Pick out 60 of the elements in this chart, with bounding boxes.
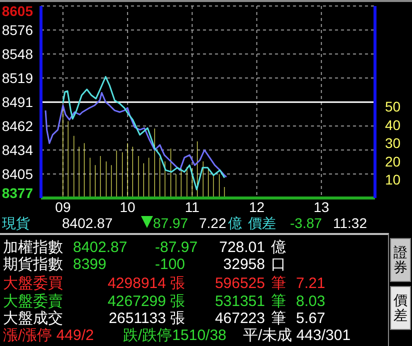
- text: 531351: [214, 293, 265, 310]
- text: 價差: [248, 215, 276, 232]
- text: 張: [170, 293, 185, 310]
- text: 大盤委買: [3, 275, 63, 292]
- x-tick-label: 10: [120, 198, 136, 215]
- y-tick-label: 8605: [2, 3, 34, 19]
- x-tick-label: 09: [55, 198, 71, 215]
- y-tick-label: 8548: [2, 46, 34, 62]
- text: 現貨: [2, 215, 30, 232]
- text: 期貨指數: [3, 256, 63, 273]
- y-tick-label: 8519: [2, 70, 34, 86]
- y2-tick-label: 50: [385, 98, 401, 115]
- text: 32958: [223, 256, 265, 273]
- text: -3.87: [290, 215, 322, 232]
- text: 價差: [393, 292, 408, 323]
- y2-tick-label: 40: [385, 116, 401, 133]
- text: 漲/漲停 449/2: [3, 327, 94, 344]
- text: 87.97: [153, 215, 188, 232]
- text: 4267299: [108, 293, 166, 310]
- text: 4298914: [108, 275, 166, 292]
- text: 張: [170, 275, 185, 292]
- text: 平/未成 443/301: [243, 327, 351, 344]
- text: 張: [170, 310, 185, 327]
- text: 596525: [214, 275, 265, 292]
- text: -100: [155, 256, 186, 273]
- text: 大盤成交: [3, 310, 63, 327]
- x-tick-label: 11: [184, 198, 200, 215]
- text: 口: [271, 256, 286, 273]
- text: 億: [271, 239, 286, 256]
- text: 8.03: [296, 293, 326, 310]
- text: 證券: [393, 244, 408, 275]
- y-tick-label: 8462: [2, 118, 34, 134]
- text: 7.21: [296, 275, 326, 292]
- y2-tick-label: 30: [385, 135, 401, 152]
- text: 加權指數: [3, 239, 63, 256]
- y-tick-label: 8377: [2, 185, 34, 201]
- text: 筆: [271, 275, 286, 292]
- text: 11:32: [333, 215, 367, 232]
- text: 8399: [73, 256, 106, 273]
- text: 8402.87: [62, 215, 113, 232]
- y-tick-label: 8434: [2, 142, 34, 158]
- text: 跌/跌停1510/38: [123, 327, 226, 344]
- text: 728.01: [219, 239, 265, 256]
- text: 筆: [271, 293, 286, 310]
- y2-tick-label: 10: [385, 172, 401, 188]
- text: -87.97: [155, 239, 198, 256]
- x-tick-label: 13: [314, 198, 330, 215]
- y-tick-label: 8576: [2, 22, 34, 38]
- text: 筆: [271, 310, 286, 327]
- y-tick-label: 8405: [2, 166, 34, 182]
- text: 7.22: [199, 215, 226, 232]
- text: 8402.87: [73, 239, 128, 256]
- text: 2651133: [108, 310, 166, 327]
- text: 5.67: [296, 310, 326, 327]
- y2-tick-label: 20: [385, 153, 401, 170]
- text: 467223: [214, 310, 265, 327]
- text: 大盤委賣: [3, 293, 63, 310]
- y-tick-label: 8491: [2, 94, 34, 110]
- x-tick-label: 12: [248, 198, 265, 215]
- text: 億: [228, 215, 242, 232]
